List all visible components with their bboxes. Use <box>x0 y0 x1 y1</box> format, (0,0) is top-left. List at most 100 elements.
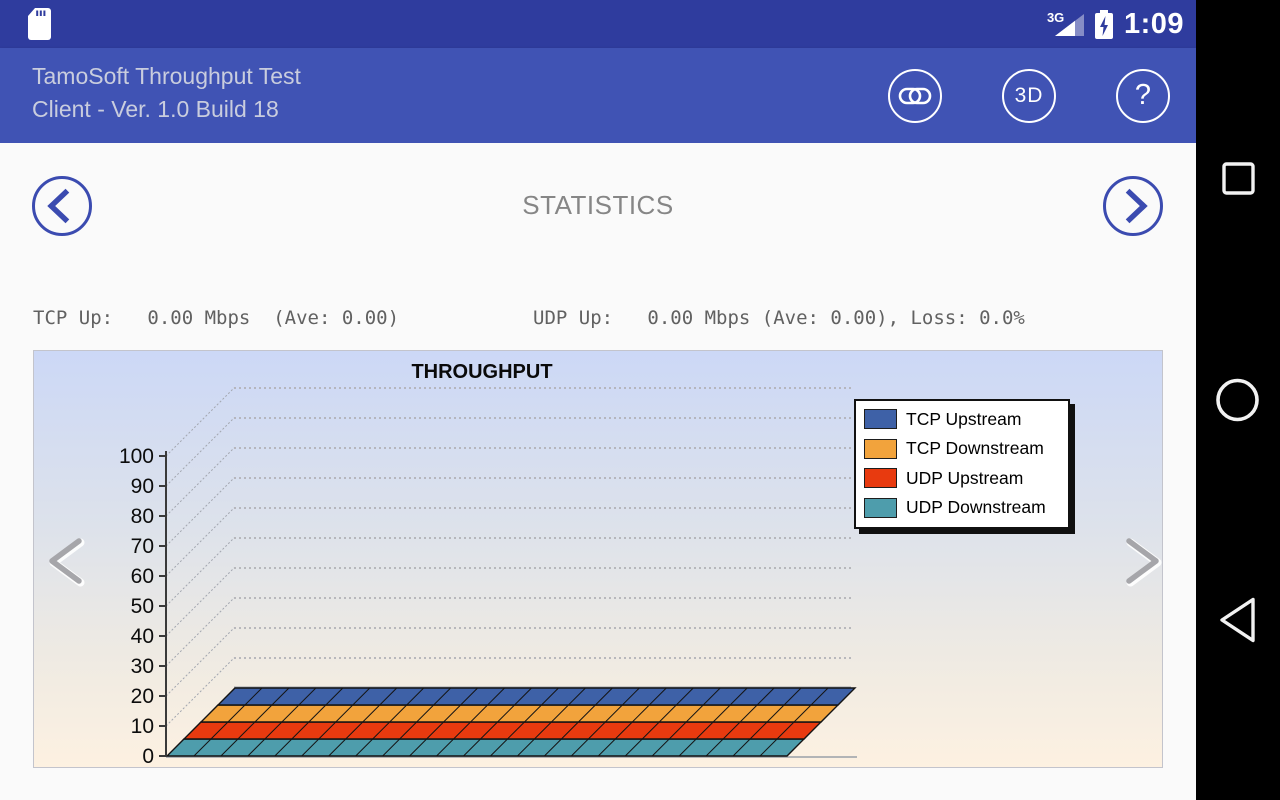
legend-label: UDP Upstream <box>906 467 1024 488</box>
ribbon-cell-line <box>409 738 427 757</box>
legend-swatch <box>864 468 897 488</box>
ribbon-cell-line <box>210 721 229 740</box>
ribbon-cell-line <box>729 687 748 706</box>
ribbon-cell-line <box>705 738 724 757</box>
ribbon-cell-line <box>675 687 694 706</box>
ribbon-cell-line <box>766 704 785 723</box>
help-button[interactable]: ? <box>1116 68 1170 123</box>
grid-diagonal <box>165 627 235 697</box>
legend-label: UDP Downstream <box>906 497 1046 517</box>
ribbon-cell-line <box>406 687 425 706</box>
ribbon-cell-line <box>453 721 471 740</box>
chart-legend: TCP Upstream TCP Downstream UDP Upstream UD… <box>854 399 1070 529</box>
y-tick-label: 10 <box>131 715 154 738</box>
cell-signal-icon: 3G <box>1047 7 1084 41</box>
ribbon-cell-line <box>254 704 273 723</box>
legend-item: UDP Upstream <box>864 465 1060 491</box>
ribbon-cell-line <box>389 704 408 723</box>
ribbon-cell-line <box>463 738 481 757</box>
ribbon-cell-line <box>648 687 667 706</box>
ribbon-cell-line <box>487 687 505 706</box>
link-icon <box>898 87 932 104</box>
ribbon-cell-line <box>668 721 687 740</box>
ribbon-cell-line <box>379 687 398 706</box>
ribbon-cell-line <box>490 738 508 757</box>
app-title: TamoSoft Throughput Test <box>32 63 301 89</box>
app-subtitle: Client - Ver. 1.0 Build 18 <box>32 96 279 122</box>
y-tick-label: 80 <box>131 505 154 528</box>
ribbon-cell-line <box>328 738 347 757</box>
ribbon-cell-line <box>301 738 320 757</box>
ribbon-cell-line <box>352 687 371 706</box>
ribbon-cell-line <box>514 687 532 706</box>
ribbon-cell-line <box>291 721 310 740</box>
stat-line: TCP Up: 0.00 Mbps (Ave: 0.00) <box>33 307 400 329</box>
ribbon-cell-line <box>382 738 401 757</box>
ribbon-cell-line <box>436 738 454 757</box>
3d-view-button[interactable]: 3D <box>1002 68 1056 123</box>
ribbon-cell-line <box>534 721 552 740</box>
ribbon-cell-line <box>595 687 613 706</box>
page-next-button[interactable] <box>1103 176 1163 236</box>
y-tick-label: 60 <box>131 565 154 588</box>
ribbon-cell-line <box>247 738 266 757</box>
battery-charging-icon <box>1094 10 1113 39</box>
ribbon-cell-line <box>227 704 246 723</box>
ribbon-cell-line <box>433 687 452 706</box>
grid-diagonal <box>165 567 235 637</box>
ribbon-cell-line <box>318 721 337 740</box>
ribbon-cell-line <box>264 721 283 740</box>
ribbon-cell-line <box>732 738 751 757</box>
help-label: ? <box>1134 79 1152 111</box>
app-bar: TamoSoft Throughput Test Client - Ver. 1… <box>0 48 1196 143</box>
home-button[interactable] <box>1216 378 1259 422</box>
legend-swatch <box>864 409 897 429</box>
stat-line: UDP Up: 0.00 Mbps (Ave: 0.00), Loss: 0.0… <box>533 307 1025 329</box>
ribbon-cell-line <box>524 704 542 723</box>
ribbon-cell-line <box>355 738 374 757</box>
ribbon-cell-line <box>651 738 670 757</box>
ribbon-cell-line <box>271 687 290 706</box>
ribbon-cell-line <box>793 704 812 723</box>
ribbon-cell-line <box>624 738 643 757</box>
page-prev-button[interactable] <box>32 176 92 236</box>
ribbon-cell-line <box>325 687 344 706</box>
grid-diagonal <box>165 657 235 727</box>
ribbon-cell-line <box>507 721 525 740</box>
ribbon-cell-line <box>281 704 300 723</box>
ribbon-cell-line <box>298 687 317 706</box>
throughput-chart: 0 10 20 30 40 50 60 70 80 90 100 THROUGHPUT TCP Up… <box>33 350 1163 768</box>
y-tick-label: 0 <box>142 745 154 767</box>
grid-diagonal <box>165 477 235 547</box>
legend-label: TCP Upstream <box>906 408 1022 429</box>
ribbon-cell-line <box>362 704 381 723</box>
chart-scroll-prev-icon[interactable] <box>49 538 85 587</box>
grid-diagonal <box>165 597 235 667</box>
ribbon-cell-line <box>631 704 650 723</box>
ribbon-cell-line <box>578 704 596 723</box>
sd-card-icon <box>28 8 51 40</box>
legend-item: UDP Downstream <box>864 495 1060 521</box>
ribbon-cell-line <box>399 721 418 740</box>
chart-scroll-next-icon[interactable] <box>1126 538 1162 587</box>
ribbon-cell-line <box>244 687 263 706</box>
chevron-left-icon <box>47 188 70 224</box>
chart-title: THROUGHPUT <box>411 361 552 383</box>
link-button[interactable] <box>888 68 942 123</box>
ribbon-cell-line <box>641 721 660 740</box>
back-button[interactable] <box>1220 597 1255 643</box>
legend-item: TCP Downstream <box>864 436 1060 462</box>
android-nav-bar <box>1196 0 1280 800</box>
grid-diagonal <box>165 417 235 487</box>
y-tick-label: 30 <box>131 655 154 678</box>
ribbon-cell-line <box>544 738 562 757</box>
ribbon-cell-line <box>597 738 616 757</box>
ribbon-cell-line <box>443 704 461 723</box>
ribbon-cell-line <box>561 721 579 740</box>
ribbon-cell-line <box>756 687 775 706</box>
grid-diagonal <box>165 507 235 577</box>
legend-label: TCP Downstream <box>906 438 1044 458</box>
recents-button[interactable] <box>1222 162 1255 195</box>
chevron-right-icon <box>1125 188 1148 224</box>
